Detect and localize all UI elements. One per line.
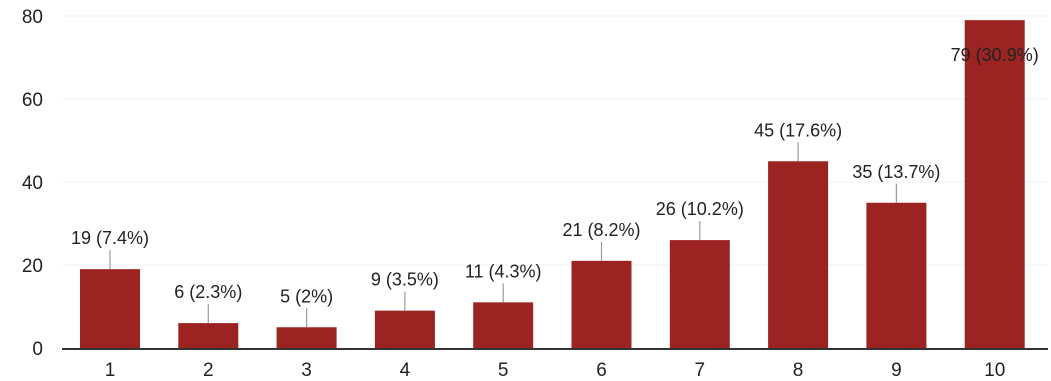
data-label: 45 (17.6%) — [754, 120, 842, 140]
y-tick-label: 60 — [22, 90, 43, 111]
y-tick-label: 0 — [32, 339, 43, 360]
bar-2 — [178, 323, 239, 348]
x-tick-label: 1 — [105, 360, 116, 381]
data-label: 35 (13.7%) — [852, 162, 940, 182]
y-tick-label: 20 — [22, 256, 43, 277]
bar-3 — [276, 327, 337, 348]
data-label: 11 (4.3%) — [465, 261, 542, 281]
y-tick-label: 40 — [22, 173, 43, 194]
bar-9 — [866, 202, 927, 348]
x-tick-label: 3 — [301, 360, 312, 381]
x-tick-label: 7 — [695, 360, 706, 381]
x-tick-label: 9 — [891, 360, 902, 381]
data-label: 5 (2%) — [280, 286, 333, 306]
x-tick-label: 6 — [596, 360, 607, 381]
x-tick-label: 4 — [400, 360, 411, 381]
data-label: 6 (2.3%) — [174, 282, 242, 302]
data-label: 19 (7.4%) — [71, 228, 149, 248]
bars — [80, 20, 1025, 349]
x-axis-ticks: 1 2 3 4 5 6 7 8 9 10 — [105, 360, 1006, 381]
data-label: 26 (10.2%) — [656, 199, 744, 219]
label-leaders — [109, 142, 898, 328]
y-axis-ticks: 0 20 40 60 80 — [22, 7, 43, 360]
y-tick-label: 80 — [22, 7, 43, 28]
data-labels: 19 (7.4%) 6 (2.3%) 5 (2%) 9 (3.5%) 11 (4.3%)… — [71, 45, 1039, 306]
bar-1 — [80, 269, 140, 348]
bar-7 — [669, 240, 730, 348]
bar-10 — [964, 20, 1025, 349]
bar-6 — [571, 260, 632, 348]
x-tick-label: 8 — [793, 360, 804, 381]
bar-5 — [473, 302, 534, 348]
bar-8 — [768, 161, 829, 348]
x-tick-label: 5 — [498, 360, 509, 381]
data-label: 21 (8.2%) — [562, 220, 640, 240]
data-label: 79 (30.9%) — [951, 45, 1039, 65]
data-label: 9 (3.5%) — [371, 270, 439, 290]
x-tick-label: 10 — [984, 360, 1005, 381]
x-tick-label: 2 — [203, 360, 214, 381]
bar-4 — [374, 310, 435, 348]
